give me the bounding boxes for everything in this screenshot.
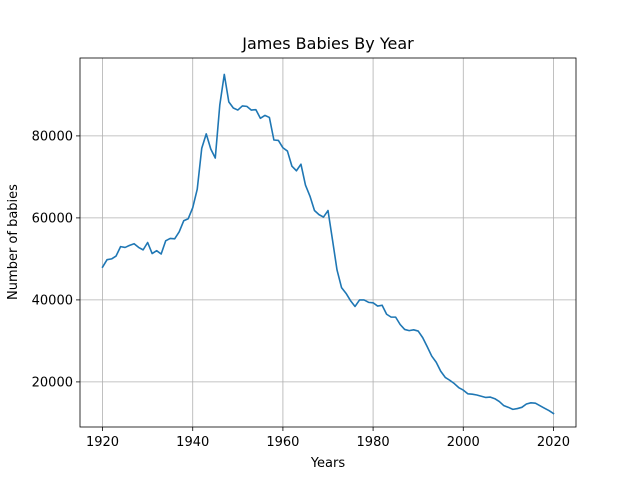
- plot-frame: [79, 57, 577, 428]
- x-tick-label: 2000: [447, 435, 480, 450]
- y-gridlines: [80, 135, 576, 383]
- x-tick-label: 1960: [266, 435, 299, 450]
- x-tick-label: 2020: [537, 435, 570, 450]
- y-axis-title: Number of babies: [6, 184, 21, 300]
- x-gridlines: [102, 58, 554, 427]
- chart-title: James Babies By Year: [241, 34, 414, 53]
- y-tick-label: 60000: [32, 211, 73, 226]
- x-axis-title: Years: [310, 456, 346, 471]
- x-tick-label: 1980: [357, 435, 390, 450]
- x-tick-label: 1920: [86, 435, 119, 450]
- x-tick-label: 1940: [176, 435, 209, 450]
- y-tick-label: 20000: [32, 375, 73, 390]
- x-axis-ticks: 1920 1940 1960 1980 2000 2020: [86, 427, 570, 450]
- series-group: [101, 73, 555, 415]
- series-line: [101, 73, 555, 415]
- y-tick-label: 80000: [32, 129, 73, 144]
- y-axis-ticks: 20000 40000 60000 80000: [32, 129, 80, 390]
- y-tick-label: 40000: [32, 293, 73, 308]
